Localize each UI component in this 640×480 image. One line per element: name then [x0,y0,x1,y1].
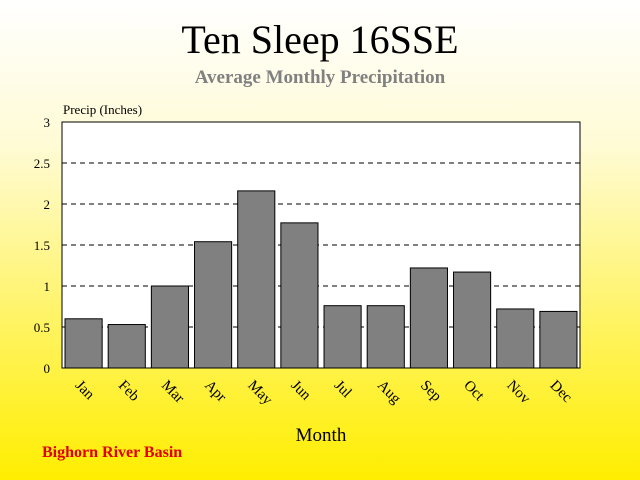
x-tick-label: Jun [288,378,314,404]
chart-subtitle: Average Monthly Precipitation [194,67,446,88]
bars [64,190,578,369]
x-tick-label: Jan [72,378,98,404]
plot-frame [61,121,581,369]
bar-nov [496,308,535,369]
bar-oct [453,271,492,369]
y-tick-label: 3 [44,115,51,130]
y-tick-labels: 0 0.5 1 1.5 2 2.5 3 [34,115,50,376]
basin-label: Bighorn River Basin [42,444,183,461]
y-tick-label: 2.5 [34,156,50,171]
y-tick-label: 2 [44,197,51,212]
bar-apr [194,241,233,369]
bar-dec [539,310,578,369]
x-tick-labels: Jan Feb Mar Apr May Jun Jul Aug Sep Oct Nov Dec [72,378,575,409]
bar-sep [409,267,448,369]
x-tick-label: Nov [503,378,533,408]
x-tick-label: Dec [547,378,576,407]
plot-area [62,122,580,368]
chart-title: Ten Sleep 16SSE [181,17,459,62]
bar-aug [366,305,405,369]
x-tick-label: Mar [158,378,187,407]
bar-feb [107,324,146,369]
y-tick-label: 1 [44,279,51,294]
x-tick-label: May [244,378,275,409]
y-tick-label: 0.5 [34,320,50,335]
x-tick-label: Feb [115,378,142,405]
y-tick-label: 0 [44,361,51,376]
bar-mar [150,285,189,369]
bar-jan [64,318,103,369]
bar-jul [323,305,362,369]
x-tick-label: Oct [460,378,487,405]
y-axis-label: Precip (Inches) [63,102,142,117]
x-axis-label: Month [296,425,347,446]
bar-jun [280,222,319,369]
x-tick-label: Apr [201,378,229,406]
x-tick-label: Sep [417,378,444,405]
x-tick-label: Jul [331,378,355,402]
bar-may [237,190,276,369]
x-tick-label: Aug [374,378,404,408]
y-tick-label: 1.5 [34,238,50,253]
